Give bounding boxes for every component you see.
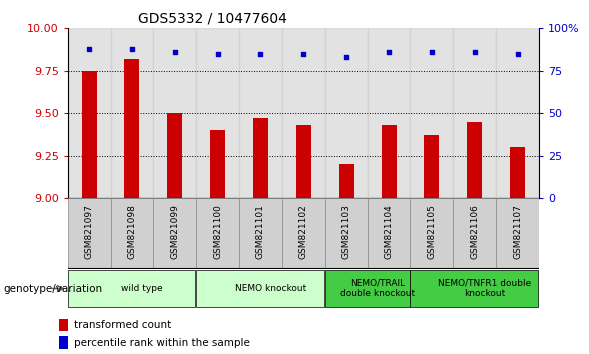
Text: GSM821099: GSM821099 bbox=[170, 204, 179, 259]
Bar bbox=[496, 28, 539, 198]
Text: GSM821103: GSM821103 bbox=[342, 204, 350, 259]
Text: GSM821102: GSM821102 bbox=[299, 204, 308, 259]
Point bbox=[170, 49, 180, 55]
Bar bbox=[210, 130, 225, 198]
Bar bbox=[196, 28, 239, 198]
Bar bbox=[496, 198, 539, 269]
Bar bbox=[411, 198, 454, 269]
Text: GSM821105: GSM821105 bbox=[428, 204, 436, 259]
Bar bbox=[59, 336, 68, 349]
Bar bbox=[82, 71, 97, 198]
Bar bbox=[153, 198, 196, 269]
Bar bbox=[382, 125, 396, 198]
Point bbox=[84, 46, 94, 52]
Point bbox=[427, 49, 436, 55]
Bar bbox=[368, 28, 411, 198]
Point bbox=[384, 49, 393, 55]
Bar bbox=[111, 28, 153, 198]
Bar bbox=[68, 198, 111, 269]
Bar bbox=[411, 28, 454, 198]
Bar bbox=[454, 28, 496, 198]
Bar bbox=[153, 28, 196, 198]
Bar bbox=[339, 164, 353, 198]
Text: wild type: wild type bbox=[121, 284, 163, 293]
Bar bbox=[454, 198, 496, 269]
Bar bbox=[239, 198, 282, 269]
Bar bbox=[196, 198, 239, 269]
Bar bbox=[68, 270, 196, 307]
Text: GSM821104: GSM821104 bbox=[385, 204, 393, 259]
Point bbox=[127, 46, 137, 52]
Text: GSM821100: GSM821100 bbox=[213, 204, 222, 259]
Bar bbox=[111, 198, 153, 269]
Point bbox=[299, 51, 308, 57]
Bar bbox=[368, 198, 411, 269]
Point bbox=[470, 49, 479, 55]
Text: GDS5332 / 10477604: GDS5332 / 10477604 bbox=[138, 12, 287, 26]
Bar bbox=[196, 270, 324, 307]
Bar bbox=[467, 122, 482, 198]
Bar bbox=[424, 135, 439, 198]
Point bbox=[513, 51, 522, 57]
Bar bbox=[411, 270, 538, 307]
Bar bbox=[253, 118, 268, 198]
Text: transformed count: transformed count bbox=[74, 320, 171, 330]
Bar bbox=[282, 198, 325, 269]
Text: GSM821098: GSM821098 bbox=[127, 204, 137, 259]
Point bbox=[256, 51, 265, 57]
Bar bbox=[510, 147, 525, 198]
Bar bbox=[325, 198, 368, 269]
Text: GSM821101: GSM821101 bbox=[256, 204, 265, 259]
Bar bbox=[59, 319, 68, 331]
Bar bbox=[239, 28, 282, 198]
Bar bbox=[124, 59, 140, 198]
Text: genotype/variation: genotype/variation bbox=[3, 284, 102, 293]
Bar bbox=[68, 28, 111, 198]
Text: GSM821097: GSM821097 bbox=[85, 204, 94, 259]
Text: NEMO knockout: NEMO knockout bbox=[235, 284, 306, 293]
Text: GSM821106: GSM821106 bbox=[470, 204, 479, 259]
Bar bbox=[167, 113, 183, 198]
Bar bbox=[282, 28, 325, 198]
Text: GSM821107: GSM821107 bbox=[513, 204, 522, 259]
Point bbox=[342, 55, 351, 60]
Bar bbox=[296, 125, 311, 198]
Point bbox=[213, 51, 223, 57]
Bar bbox=[325, 28, 368, 198]
Bar bbox=[325, 270, 409, 307]
Text: percentile rank within the sample: percentile rank within the sample bbox=[74, 338, 250, 348]
Text: NEMO/TNFR1 double
knockout: NEMO/TNFR1 double knockout bbox=[438, 279, 532, 298]
Text: NEMO/TRAIL
double knockout: NEMO/TRAIL double knockout bbox=[340, 279, 415, 298]
